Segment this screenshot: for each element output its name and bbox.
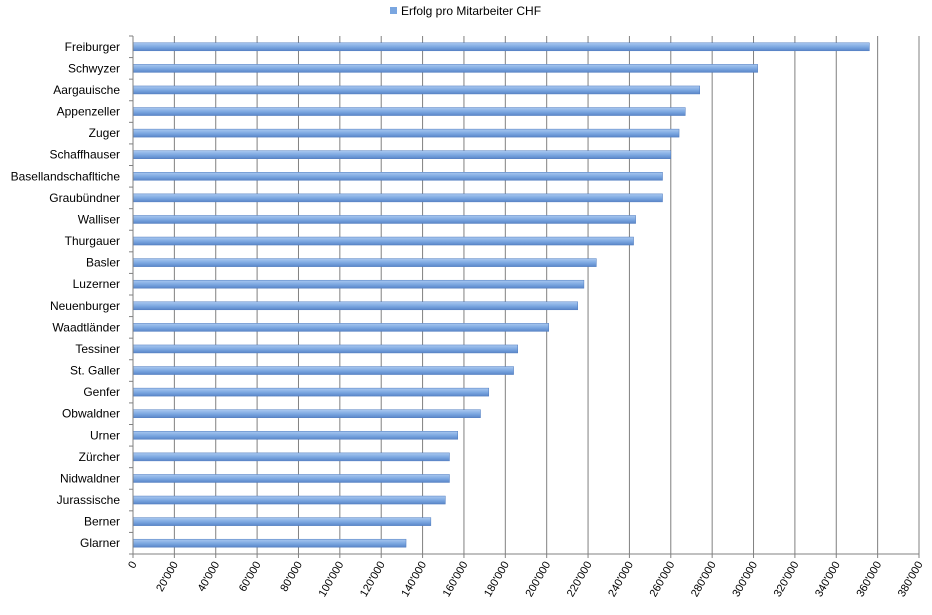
bar <box>132 538 407 548</box>
bar <box>132 42 870 52</box>
category-label: Berner <box>84 515 120 529</box>
category-label: Waadtländer <box>52 320 120 334</box>
bar <box>132 409 481 418</box>
bars <box>132 42 870 548</box>
x-tick-label: 380'000 <box>896 560 926 600</box>
category-label: Zürcher <box>79 450 120 464</box>
x-tick-label: 80'000 <box>278 560 305 594</box>
category-label: Tessiner <box>75 342 120 356</box>
x-tick-label: 340'000 <box>813 560 843 600</box>
category-label: Appenzeller <box>57 105 120 119</box>
bar <box>132 495 446 505</box>
category-label: Neuenburger <box>50 299 120 313</box>
bar <box>132 517 432 526</box>
category-label: Graubündner <box>49 191 120 205</box>
x-tick-label: 280'000 <box>689 560 719 600</box>
bar <box>132 193 663 203</box>
category-labels: Freiburger Schwyzer Aargauische Appenzeller… <box>11 40 121 550</box>
bar <box>132 64 758 73</box>
bar <box>132 431 458 440</box>
x-tick-label: 220'000 <box>565 560 595 600</box>
bar <box>132 128 680 138</box>
x-tick-label: 0 <box>126 560 139 571</box>
bar <box>132 366 514 375</box>
category-label: Basler <box>86 256 120 270</box>
x-tick-label: 40'000 <box>196 560 223 594</box>
bar <box>132 323 550 332</box>
category-label: Aargauische <box>53 83 120 97</box>
bar <box>132 344 518 354</box>
category-label: Genfer <box>83 385 120 399</box>
legend: Erfolg pro Mitarbeiter CHF <box>390 4 541 18</box>
category-label: Thurgauer <box>65 234 120 248</box>
category-label: Nidwaldner <box>60 471 120 485</box>
x-tick-label: 300'000 <box>730 560 760 600</box>
category-label: Freiburger <box>65 40 120 54</box>
category-label: Zuger <box>89 126 120 140</box>
legend-swatch <box>390 7 397 14</box>
category-label: St. Galler <box>70 364 120 378</box>
x-tick-label: 200'000 <box>523 560 553 600</box>
x-tick-label: 60'000 <box>237 560 264 594</box>
x-tick-label: 240'000 <box>606 560 636 600</box>
bar <box>132 107 686 116</box>
x-tick-label: 360'000 <box>854 560 884 600</box>
bar <box>132 452 450 462</box>
x-tick-label: 260'000 <box>648 560 678 600</box>
x-tick-label: 320'000 <box>772 560 802 600</box>
x-tick-label: 160'000 <box>441 560 471 600</box>
x-tick-label: 180'000 <box>482 560 512 600</box>
category-label: Walliser <box>78 212 120 226</box>
bar <box>132 258 597 267</box>
bar <box>132 215 636 224</box>
bar <box>132 474 450 483</box>
bar <box>132 150 672 159</box>
x-tick-label: 100'000 <box>317 560 347 600</box>
category-label: Glarner <box>80 536 120 550</box>
category-label: Jurassische <box>57 493 121 507</box>
bar <box>132 387 490 397</box>
x-tick-label: 120'000 <box>358 560 388 600</box>
legend-label: Erfolg pro Mitarbeiter CHF <box>401 4 541 18</box>
category-label: Urner <box>90 428 120 442</box>
category-label: Obwaldner <box>62 407 120 421</box>
bar <box>132 172 663 181</box>
x-tick-label: 20'000 <box>154 560 181 594</box>
category-label: Schwyzer <box>68 61 120 75</box>
x-tick-labels: 0 20'000 40'000 60'000 80'000 100'000 120'000 1… <box>126 560 925 600</box>
category-label: Basellandschafltiche <box>11 169 121 183</box>
category-label: Schaffhauser <box>50 148 121 162</box>
x-tick-label: 140'000 <box>399 560 429 600</box>
bar <box>132 301 578 311</box>
bar <box>132 85 700 95</box>
bar <box>132 279 585 289</box>
category-label: Luzerner <box>73 277 120 291</box>
gridlines <box>129 35 920 558</box>
bar <box>132 236 634 246</box>
